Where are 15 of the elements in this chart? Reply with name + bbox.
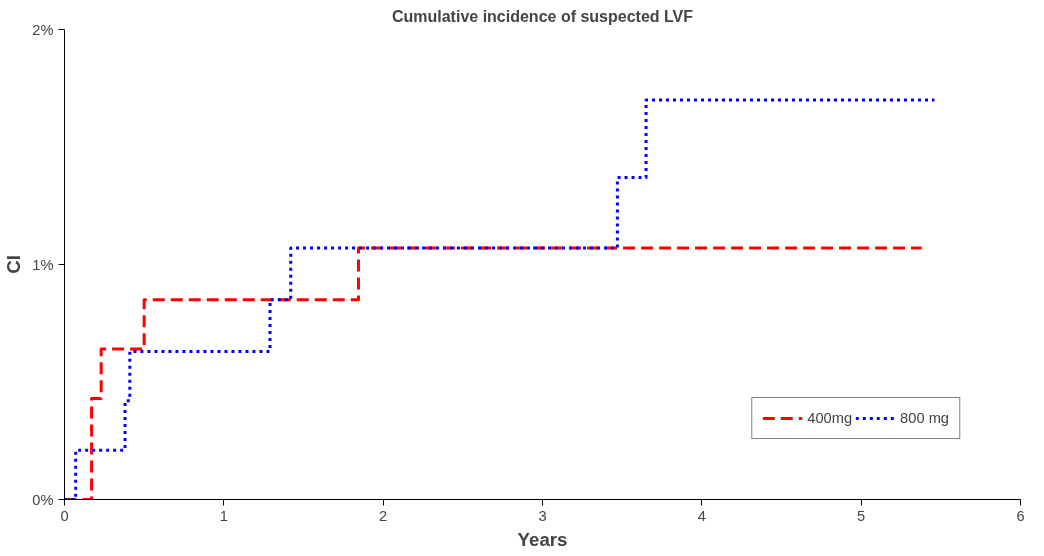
x-tick-label: 1: [219, 507, 228, 524]
x-tick-label: 2: [379, 507, 388, 524]
legend-label: 800 mg: [900, 410, 949, 426]
y-tick-label: 0%: [32, 491, 54, 508]
x-tick-label: 5: [857, 507, 866, 524]
chart-title: Cumulative incidence of suspected LVF: [391, 7, 694, 25]
y-tick-label: 2%: [32, 21, 54, 38]
y-axis-title: CI: [3, 255, 25, 274]
x-tick-label: 0: [60, 507, 69, 524]
x-tick-label: 4: [697, 507, 706, 524]
x-axis-title: Years: [517, 528, 568, 550]
x-tick-label: 3: [538, 507, 547, 524]
x-tick-label: 6: [1016, 507, 1025, 524]
legend-label: 400mg: [807, 410, 853, 426]
y-tick-label: 1%: [32, 256, 54, 273]
